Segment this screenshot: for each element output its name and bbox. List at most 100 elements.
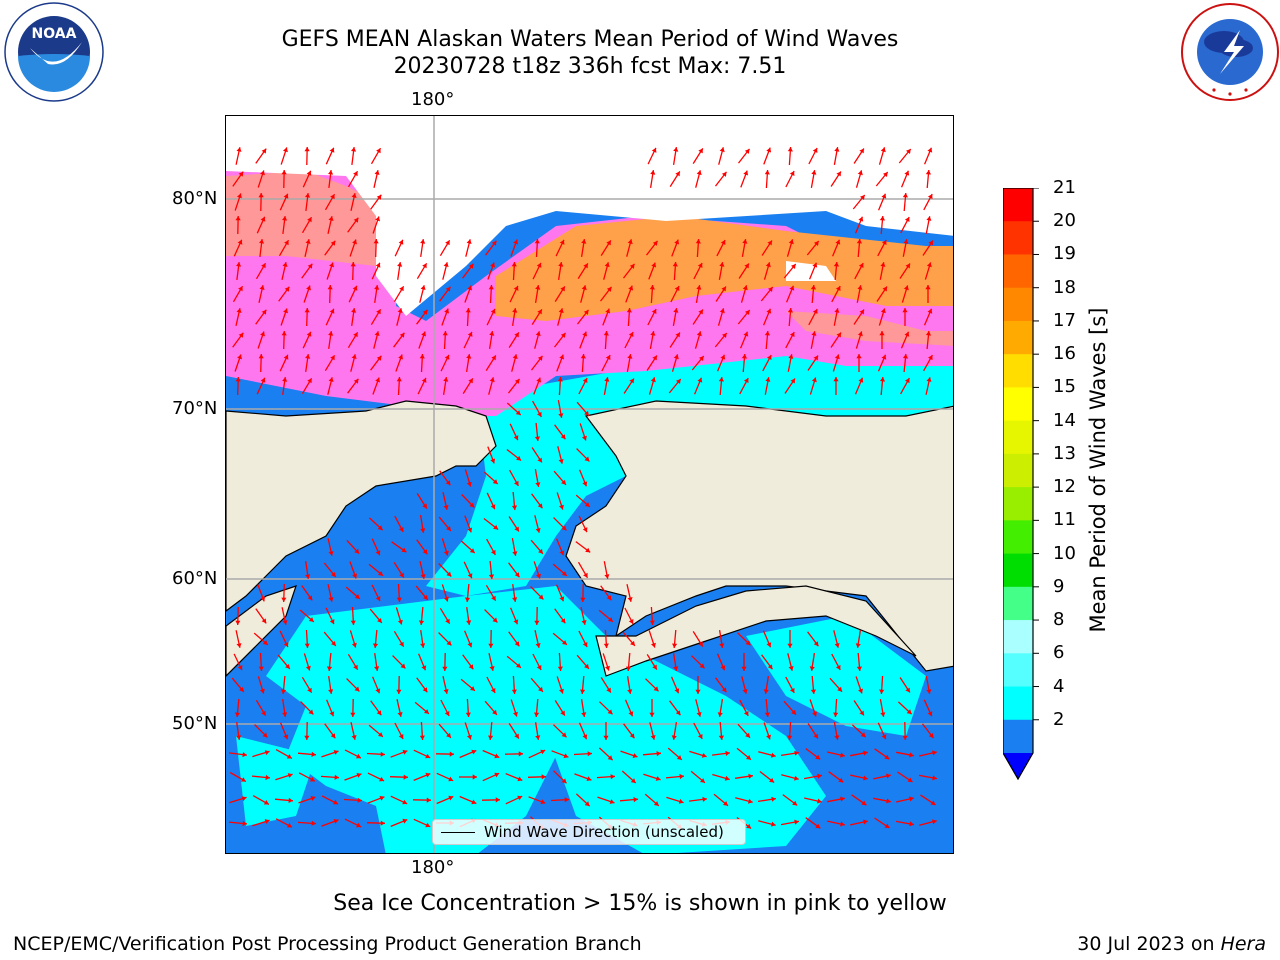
wave-direction-arrowhead: [536, 665, 542, 670]
wave-direction-arrowhead: [376, 194, 382, 200]
wave-direction-arrowhead: [859, 309, 864, 315]
wave-direction-arrowhead: [236, 643, 242, 648]
wave-direction-arrowhead: [260, 170, 265, 176]
wave-direction-arrowhead: [421, 665, 427, 671]
wave-direction-arrowhead: [676, 755, 682, 760]
wave-direction-arrowhead: [420, 528, 426, 533]
wave-direction-arrowhead: [492, 479, 498, 484]
wave-direction-arrowhead: [586, 776, 592, 781]
wave-direction-arrowhead: [490, 504, 496, 510]
wave-direction-arrowhead: [928, 240, 933, 246]
wave-direction-arrowhead: [422, 263, 427, 269]
wave-direction-arrowhead: [538, 548, 543, 554]
wave-direction-arrowhead: [632, 753, 638, 758]
wave-direction-arrowhead: [400, 663, 406, 669]
wave-direction-arrowhead: [879, 216, 885, 221]
wave-direction-arrowhead: [537, 503, 543, 509]
wave-direction-arrowhead: [449, 751, 454, 757]
wave-direction-arrowhead: [517, 795, 523, 801]
wave-direction-arrowhead: [446, 732, 451, 738]
wave-direction-arrowhead: [742, 689, 748, 694]
wave-direction-arrowhead: [422, 549, 428, 555]
wave-direction-arrowhead: [906, 709, 912, 715]
wave-direction-arrowhead: [466, 239, 472, 244]
wave-direction-arrowhead: [443, 596, 449, 602]
wave-direction-arrowhead: [653, 801, 659, 806]
wave-direction-arrowhead: [787, 735, 793, 740]
wave-direction-arrowhead: [587, 751, 592, 757]
wave-direction-arrowhead: [311, 820, 316, 826]
wave-direction-arrowhead: [328, 377, 334, 382]
wave-direction-arrowhead: [536, 573, 541, 579]
wave-direction-arrowhead: [834, 735, 840, 740]
wave-direction-arrowhead: [721, 687, 727, 693]
wave-direction-arrowhead: [330, 355, 335, 361]
wave-direction-arrowhead: [283, 734, 289, 740]
wave-direction-arrowhead: [352, 573, 357, 579]
lon-label-top: 180°: [411, 89, 455, 110]
wave-direction-arrowhead: [443, 377, 449, 382]
wave-direction-arrowhead: [581, 239, 587, 244]
wave-direction-arrowhead: [304, 735, 310, 740]
wave-direction-arrowhead: [489, 331, 495, 336]
wave-direction-arrowhead: [603, 331, 609, 336]
wave-direction-arrowhead: [490, 262, 495, 268]
wave-direction-arrowhead: [237, 354, 242, 360]
wave-direction-arrowhead: [356, 773, 362, 778]
wave-direction-arrowhead: [857, 285, 863, 290]
wave-direction-arrowhead: [307, 595, 313, 601]
wave-direction-arrowhead: [633, 797, 638, 803]
wave-direction-arrowhead: [674, 239, 680, 245]
wave-direction-arrowhead: [926, 216, 932, 221]
legend-line-swatch: [441, 832, 475, 833]
wave-direction-arrowhead: [925, 331, 932, 336]
wave-direction-arrowhead: [420, 239, 426, 244]
wave-direction-arrowhead: [443, 550, 449, 556]
wave-direction-arrowhead: [746, 755, 751, 760]
wave-direction-arrowhead: [679, 773, 684, 780]
wave-direction-arrowhead: [932, 819, 937, 825]
wave-direction-arrowhead: [909, 752, 914, 758]
wave-direction-arrowhead: [491, 355, 496, 361]
wave-direction-arrowhead: [518, 751, 523, 757]
wave-direction-arrowhead: [512, 551, 518, 556]
wave-direction-arrowhead: [488, 574, 495, 579]
wave-direction-arrowhead: [698, 148, 703, 154]
wave-direction-arrowhead: [766, 734, 771, 740]
colorbar-tick-label: 19: [1053, 243, 1076, 265]
wave-direction-arrowhead: [811, 170, 817, 175]
wave-direction-arrowhead: [420, 574, 426, 579]
wave-direction-arrowhead: [701, 752, 707, 758]
wave-direction-arrowhead: [809, 666, 815, 671]
wave-direction-arrowhead: [766, 642, 772, 648]
wave-direction-arrowhead: [743, 378, 749, 383]
wave-direction-arrowhead: [419, 354, 425, 359]
wave-direction-arrowhead: [673, 354, 679, 360]
wave-direction-arrowhead: [310, 776, 315, 782]
wave-direction-arrowhead: [766, 355, 772, 360]
wave-direction-arrowhead: [353, 171, 358, 177]
wave-direction-arrowhead: [352, 239, 357, 245]
wave-direction-arrowhead: [856, 666, 862, 671]
wave-direction-arrowhead: [488, 735, 494, 740]
wave-direction-arrowhead: [467, 285, 472, 291]
wave-direction-arrowhead: [467, 642, 473, 648]
wave-direction-arrowhead: [557, 377, 563, 382]
wave-direction-arrowhead: [333, 799, 338, 805]
wave-direction-arrowhead: [721, 171, 727, 177]
wave-direction-arrowhead: [649, 712, 655, 717]
wave-direction-arrowhead: [495, 797, 500, 803]
wave-direction-arrowhead: [331, 641, 336, 646]
wave-direction-arrowhead: [468, 378, 473, 384]
wave-direction-arrowhead: [559, 596, 565, 602]
wave-direction-arrowhead: [353, 217, 359, 223]
wave-direction-arrowhead: [260, 331, 265, 337]
wave-direction-arrowhead: [445, 240, 450, 246]
wave-direction-arrowhead: [442, 331, 448, 336]
wave-direction-arrowhead: [514, 733, 519, 739]
wave-direction-arrowhead: [397, 619, 403, 625]
wave-direction-arrowhead: [286, 754, 292, 759]
wave-direction-arrowhead: [305, 574, 311, 579]
wave-direction-arrowhead: [719, 643, 725, 648]
wave-direction-arrowhead: [741, 354, 747, 359]
